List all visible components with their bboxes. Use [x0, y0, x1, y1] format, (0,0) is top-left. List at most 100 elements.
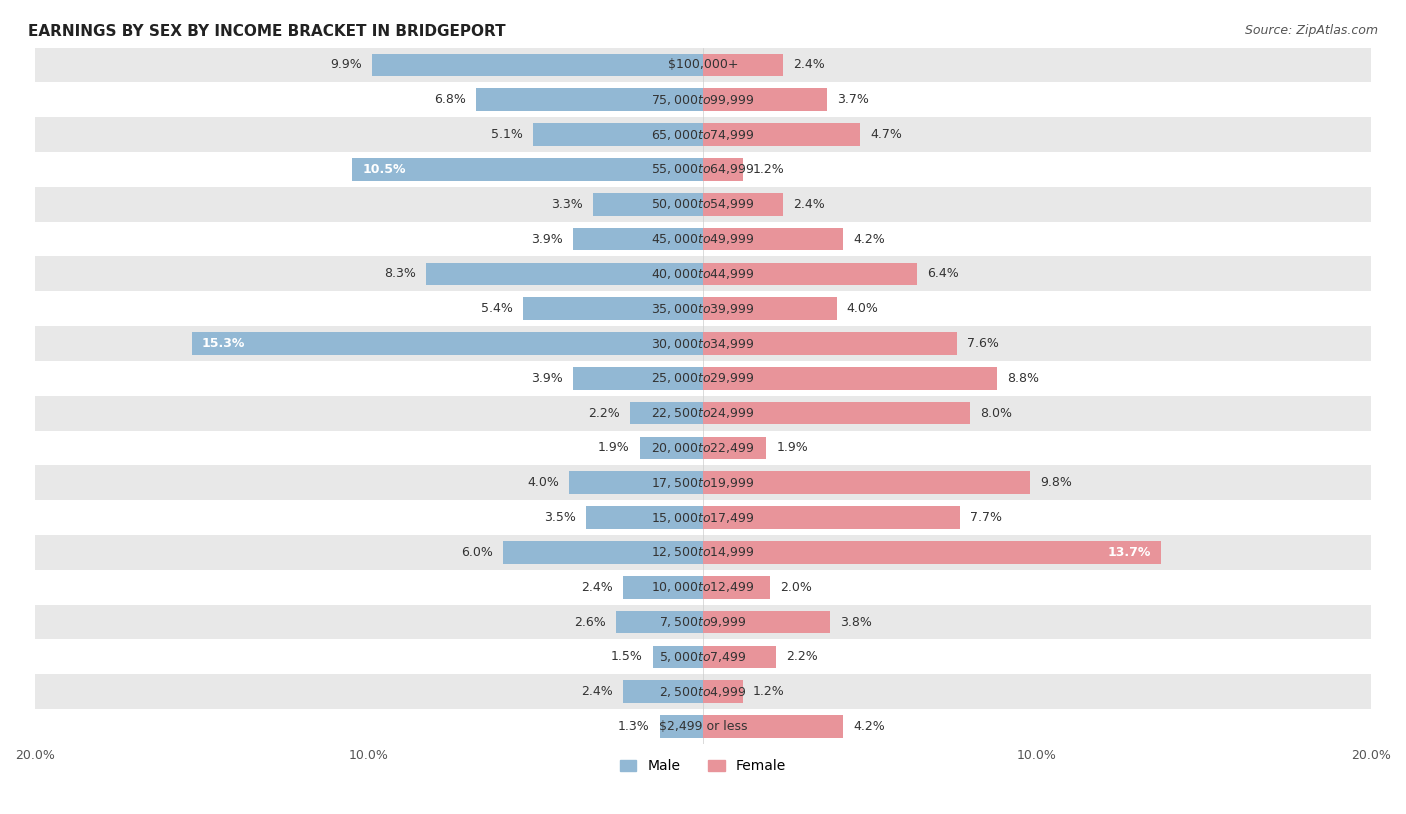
- Bar: [703, 297, 837, 320]
- Bar: [35, 361, 1371, 396]
- Text: $45,000 to $49,999: $45,000 to $49,999: [651, 232, 755, 246]
- Bar: [703, 332, 957, 355]
- Bar: [35, 221, 1371, 256]
- Text: 4.2%: 4.2%: [853, 720, 884, 733]
- Bar: [703, 506, 960, 529]
- Bar: [35, 396, 1371, 431]
- Bar: [35, 82, 1371, 117]
- Bar: [703, 193, 783, 216]
- Bar: [569, 471, 703, 494]
- Text: $75,000 to $99,999: $75,000 to $99,999: [651, 93, 755, 107]
- Text: 2.0%: 2.0%: [780, 580, 811, 593]
- Text: 2.2%: 2.2%: [786, 650, 818, 663]
- Bar: [373, 54, 703, 77]
- Bar: [35, 326, 1371, 361]
- Text: $25,000 to $29,999: $25,000 to $29,999: [651, 371, 755, 385]
- Text: 2.4%: 2.4%: [581, 580, 613, 593]
- Text: $65,000 to $74,999: $65,000 to $74,999: [651, 128, 755, 142]
- Text: 3.8%: 3.8%: [839, 615, 872, 628]
- Text: 1.3%: 1.3%: [617, 720, 650, 733]
- Text: 1.9%: 1.9%: [598, 441, 630, 454]
- Bar: [426, 263, 703, 285]
- Text: 1.2%: 1.2%: [754, 163, 785, 176]
- Bar: [35, 500, 1371, 535]
- Text: 8.3%: 8.3%: [384, 267, 416, 280]
- Bar: [353, 158, 703, 181]
- Text: 1.2%: 1.2%: [754, 685, 785, 698]
- Bar: [35, 640, 1371, 674]
- Bar: [659, 716, 703, 737]
- Bar: [703, 54, 783, 77]
- Bar: [703, 716, 844, 737]
- Bar: [703, 89, 827, 111]
- Bar: [35, 674, 1371, 709]
- Text: 15.3%: 15.3%: [202, 337, 245, 350]
- Text: 2.6%: 2.6%: [575, 615, 606, 628]
- Bar: [630, 402, 703, 424]
- Bar: [572, 367, 703, 390]
- Bar: [623, 681, 703, 703]
- Bar: [35, 605, 1371, 640]
- Text: 3.9%: 3.9%: [531, 372, 562, 385]
- Text: 10.5%: 10.5%: [363, 163, 406, 176]
- Legend: Male, Female: Male, Female: [614, 754, 792, 779]
- Text: 1.9%: 1.9%: [776, 441, 808, 454]
- Bar: [533, 123, 703, 146]
- Bar: [623, 576, 703, 598]
- Text: 9.8%: 9.8%: [1040, 476, 1073, 489]
- Text: 6.0%: 6.0%: [461, 546, 492, 559]
- Bar: [35, 47, 1371, 82]
- Text: $5,000 to $7,499: $5,000 to $7,499: [659, 650, 747, 664]
- Text: 13.7%: 13.7%: [1108, 546, 1150, 559]
- Text: $30,000 to $34,999: $30,000 to $34,999: [651, 336, 755, 351]
- Text: $10,000 to $12,499: $10,000 to $12,499: [651, 580, 755, 594]
- Text: 8.8%: 8.8%: [1007, 372, 1039, 385]
- Bar: [502, 541, 703, 564]
- Text: 4.2%: 4.2%: [853, 233, 884, 246]
- Bar: [35, 256, 1371, 291]
- Text: $2,500 to $4,999: $2,500 to $4,999: [659, 685, 747, 698]
- Text: $7,500 to $9,999: $7,500 to $9,999: [659, 615, 747, 629]
- Text: 6.4%: 6.4%: [927, 267, 959, 280]
- Bar: [703, 263, 917, 285]
- Text: 4.0%: 4.0%: [527, 476, 560, 489]
- Bar: [475, 89, 703, 111]
- Bar: [703, 610, 830, 633]
- Text: $2,499 or less: $2,499 or less: [659, 720, 747, 733]
- Text: $55,000 to $64,999: $55,000 to $64,999: [651, 163, 755, 177]
- Bar: [703, 471, 1031, 494]
- Text: 2.4%: 2.4%: [793, 198, 825, 211]
- Text: $17,500 to $19,999: $17,500 to $19,999: [651, 476, 755, 490]
- Bar: [703, 367, 997, 390]
- Text: $15,000 to $17,499: $15,000 to $17,499: [651, 510, 755, 524]
- Bar: [703, 228, 844, 251]
- Bar: [703, 158, 744, 181]
- Text: 2.4%: 2.4%: [581, 685, 613, 698]
- Bar: [35, 187, 1371, 221]
- Bar: [35, 117, 1371, 152]
- Bar: [703, 681, 744, 703]
- Bar: [703, 646, 776, 668]
- Bar: [640, 436, 703, 459]
- Text: 3.7%: 3.7%: [837, 94, 869, 107]
- Text: 3.3%: 3.3%: [551, 198, 582, 211]
- Text: Source: ZipAtlas.com: Source: ZipAtlas.com: [1244, 24, 1378, 37]
- Text: 7.6%: 7.6%: [967, 337, 998, 350]
- Bar: [35, 570, 1371, 605]
- Bar: [35, 466, 1371, 500]
- Bar: [523, 297, 703, 320]
- Bar: [593, 193, 703, 216]
- Text: 2.2%: 2.2%: [588, 407, 620, 420]
- Text: EARNINGS BY SEX BY INCOME BRACKET IN BRIDGEPORT: EARNINGS BY SEX BY INCOME BRACKET IN BRI…: [28, 24, 506, 39]
- Bar: [35, 535, 1371, 570]
- Bar: [586, 506, 703, 529]
- Bar: [35, 152, 1371, 187]
- Bar: [35, 291, 1371, 326]
- Bar: [703, 123, 860, 146]
- Text: 3.9%: 3.9%: [531, 233, 562, 246]
- Text: 5.4%: 5.4%: [481, 302, 513, 315]
- Text: 3.5%: 3.5%: [544, 511, 576, 524]
- Text: $22,500 to $24,999: $22,500 to $24,999: [651, 406, 755, 420]
- Text: $35,000 to $39,999: $35,000 to $39,999: [651, 302, 755, 316]
- Text: 4.0%: 4.0%: [846, 302, 879, 315]
